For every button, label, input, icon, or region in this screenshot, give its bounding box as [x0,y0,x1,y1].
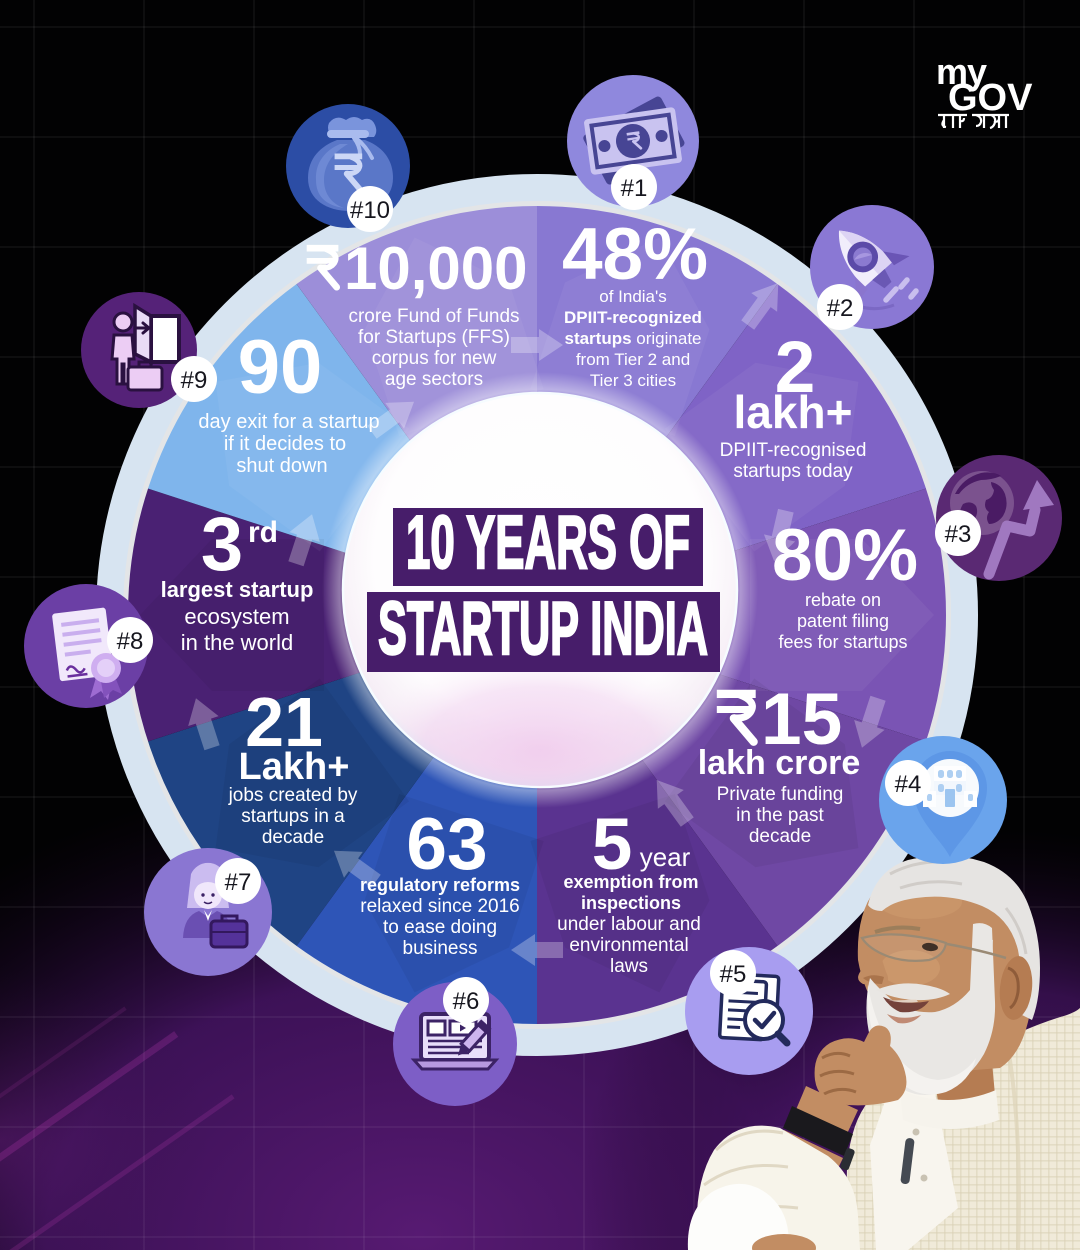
svg-text:Tier 3 cities: Tier 3 cities [590,371,676,390]
svg-text:business: business [403,938,478,959]
svg-text:if it decides to: if it decides to [224,433,346,455]
svg-text:of India's: of India's [599,287,667,306]
svg-text:#5: #5 [720,961,747,988]
svg-text:#2: #2 [827,295,854,322]
svg-text:2: 2 [775,327,816,408]
svg-text:63: 63 [406,804,487,885]
svg-text:48%: 48% [562,214,708,295]
svg-text:Private funding: Private funding [717,784,844,805]
svg-text:#4: #4 [895,771,922,798]
svg-text:lakh crore: lakh crore [698,744,861,782]
svg-text:to ease doing: to ease doing [383,917,497,938]
svg-text:rd: rd [248,516,278,549]
svg-text:day exit for a startup: day exit for a startup [198,411,379,433]
svg-text:decade: decade [749,826,811,847]
svg-text:Lakh+: Lakh+ [239,746,350,788]
svg-text:in the world: in the world [181,630,294,655]
svg-text:exemption from: exemption from [563,872,698,892]
svg-text:DPIIT-recognised: DPIIT-recognised [720,440,867,461]
svg-text:ecosystem: ecosystem [184,604,289,629]
svg-text:startups today: startups today [733,461,853,482]
svg-text:laws: laws [610,956,648,977]
svg-text:#1: #1 [621,175,648,202]
svg-text:largest startup: largest startup [161,577,314,602]
svg-text:#3: #3 [945,521,972,548]
svg-text:inspections: inspections [581,893,681,913]
svg-text:shut down: shut down [236,455,327,477]
svg-text:15: 15 [761,679,842,760]
svg-text:DPIIT-recognized: DPIIT-recognized [564,308,702,327]
svg-text:environmental: environmental [569,935,688,956]
svg-text:#8: #8 [117,628,144,655]
svg-text:10,000: 10,000 [344,235,528,302]
svg-text:GOV: GOV [948,77,1033,119]
svg-text:rebate on: rebate on [805,590,881,610]
svg-text:startups originate: startups originate [564,329,701,348]
svg-text:under labour and: under labour and [557,914,701,935]
svg-text:decade: decade [262,827,324,848]
svg-text:relaxed since 2016: relaxed since 2016 [360,896,520,917]
svg-text:fees for startups: fees for startups [778,632,907,652]
svg-text:#9: #9 [181,367,208,394]
svg-text:my: my [936,51,987,92]
svg-text:80%: 80% [772,515,918,596]
svg-text:regulatory reforms: regulatory reforms [360,875,520,895]
svg-text:startups in a: startups in a [241,806,345,827]
svg-text:#7: #7 [225,869,252,896]
svg-text:year: year [640,842,691,872]
svg-text:for Startups (FFS): for Startups (FFS) [358,327,510,348]
svg-text:90: 90 [238,325,323,410]
svg-text:patent filing: patent filing [797,611,889,631]
svg-text:21: 21 [245,683,323,761]
svg-text:crore Fund of Funds: crore Fund of Funds [348,306,519,327]
svg-text:#6: #6 [453,988,480,1015]
svg-text:jobs created by: jobs created by [228,785,358,806]
svg-text:5: 5 [592,804,633,885]
svg-text:corpus for new: corpus for new [372,348,497,369]
svg-text:in the past: in the past [736,805,824,826]
svg-text:age sectors: age sectors [385,369,483,390]
svg-text:from Tier 2 and: from Tier 2 and [576,350,690,369]
svg-text:lakh+: lakh+ [734,386,853,438]
svg-text:#10: #10 [350,197,390,224]
svg-text:10 YEARS OF: 10 YEARS OF [406,500,690,584]
svg-text:STARTUP INDIA: STARTUP INDIA [378,586,708,670]
svg-text:3: 3 [201,502,243,587]
